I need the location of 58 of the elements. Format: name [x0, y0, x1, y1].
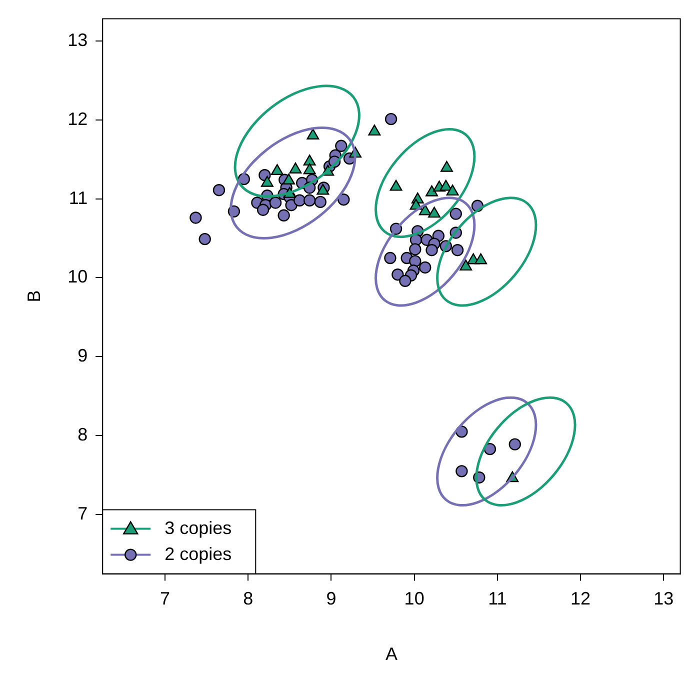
point [282, 174, 296, 184]
point [428, 206, 440, 218]
point [269, 196, 282, 209]
point [338, 193, 350, 206]
point [409, 243, 422, 256]
y-tick-label: 10 [68, 266, 88, 287]
point [484, 442, 496, 456]
point [303, 154, 316, 166]
point [212, 184, 226, 196]
x-tick-label: 9 [326, 588, 336, 609]
x-tick-label: 8 [243, 588, 254, 609]
point [426, 185, 438, 196]
point [314, 196, 326, 208]
y-tick-label: 12 [68, 108, 88, 129]
x-tick-label: 7 [160, 588, 170, 609]
point [289, 162, 302, 174]
point [384, 252, 396, 264]
point [508, 438, 521, 450]
point [390, 180, 402, 191]
point [451, 244, 464, 256]
point [419, 261, 432, 274]
x-tick-label: 12 [570, 588, 591, 609]
y-tick-label: 11 [68, 188, 88, 208]
point [474, 253, 488, 264]
point [440, 160, 453, 172]
point [303, 163, 316, 174]
point [270, 164, 284, 176]
point [440, 180, 452, 191]
point [294, 194, 306, 206]
point [418, 204, 432, 216]
point [368, 124, 381, 136]
x-tick-label: 10 [404, 588, 424, 609]
point [306, 128, 320, 140]
point [335, 140, 348, 152]
legend-label: 2 copies [164, 544, 232, 564]
y-tick-label: 8 [78, 424, 88, 445]
point [460, 260, 472, 271]
point [190, 212, 202, 224]
point [384, 112, 398, 126]
point [450, 208, 462, 220]
point [260, 176, 274, 187]
y-axis-title: B [24, 290, 44, 302]
point [446, 184, 459, 196]
point [198, 232, 211, 246]
point [278, 209, 290, 222]
y-tick-label: 13 [68, 30, 88, 50]
point [256, 204, 270, 216]
y-tick-label: 9 [78, 346, 88, 366]
point [399, 274, 412, 288]
point [392, 268, 404, 281]
y-tick-label: 7 [78, 504, 88, 524]
x-tick-label: 13 [654, 588, 674, 609]
point [426, 244, 438, 256]
legend-label: 3 copies [164, 518, 232, 538]
point [456, 465, 468, 478]
x-tick-label: 11 [488, 588, 507, 609]
point [303, 194, 316, 206]
x-axis-title: A [385, 644, 398, 664]
